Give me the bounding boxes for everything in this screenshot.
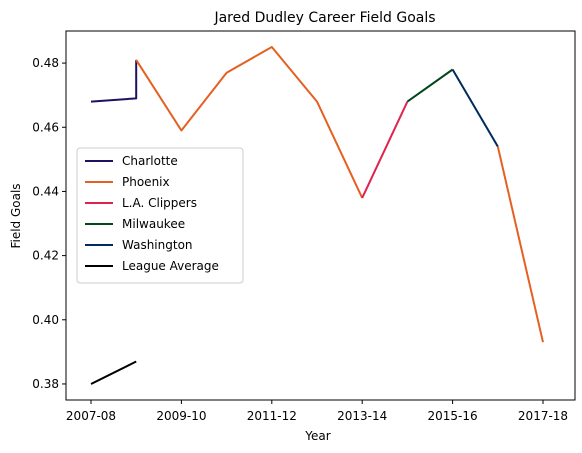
legend-label-charlotte: Charlotte [122,154,178,168]
series-line-l-a-clippers-3 [361,101,409,199]
y-tick-label: 0.44 [32,184,59,198]
legend-label-phoenix: Phoenix [122,175,170,189]
y-tick-label: 0.46 [32,120,59,134]
series-line-phoenix-2 [496,146,544,343]
y-tick-label: 0.38 [32,377,59,391]
legend: Charlotte Phoenix L.A. Clippers Milwaukee Wa… [76,147,244,284]
series-line-washington-5 [451,68,499,148]
x-tick-label: 2015-16 [428,409,478,423]
series-line-phoenix-1 [135,46,364,199]
chart-title: Jared Dudley Career Field Goals [213,10,435,26]
x-axis: 2007-08 2009-10 2011-12 2013-14 2015-16 2017-… [66,400,568,423]
series-line-charlotte-0 [90,59,138,103]
legend-box [76,147,244,284]
plot-area [65,30,576,401]
x-tick-label: 2009-10 [156,409,206,423]
legend-label-l-a-clippers: L.A. Clippers [122,196,197,210]
legend-label-milwaukee: Milwaukee [122,217,185,231]
legend-label-league-average: League Average [122,259,219,273]
y-tick-label: 0.40 [32,313,59,327]
x-tick-label: 2011-12 [247,409,297,423]
x-tick-label: 2017-18 [518,409,568,423]
y-tick-label: 0.48 [32,56,59,70]
y-axis-label: Field Goals [9,183,23,248]
x-tick-label: 2007-08 [66,409,116,423]
y-axis: 0.38 0.40 0.42 0.44 0.46 0.48 [32,56,66,391]
y-tick-label: 0.42 [32,249,59,263]
x-axis-label: Year [304,429,330,443]
legend-label-washington: Washington [122,238,193,252]
series-line-league-average-6 [90,360,137,385]
series-layer [90,46,544,385]
x-tick-label: 2013-14 [337,409,387,423]
series-line-milwaukee-4 [406,68,454,103]
